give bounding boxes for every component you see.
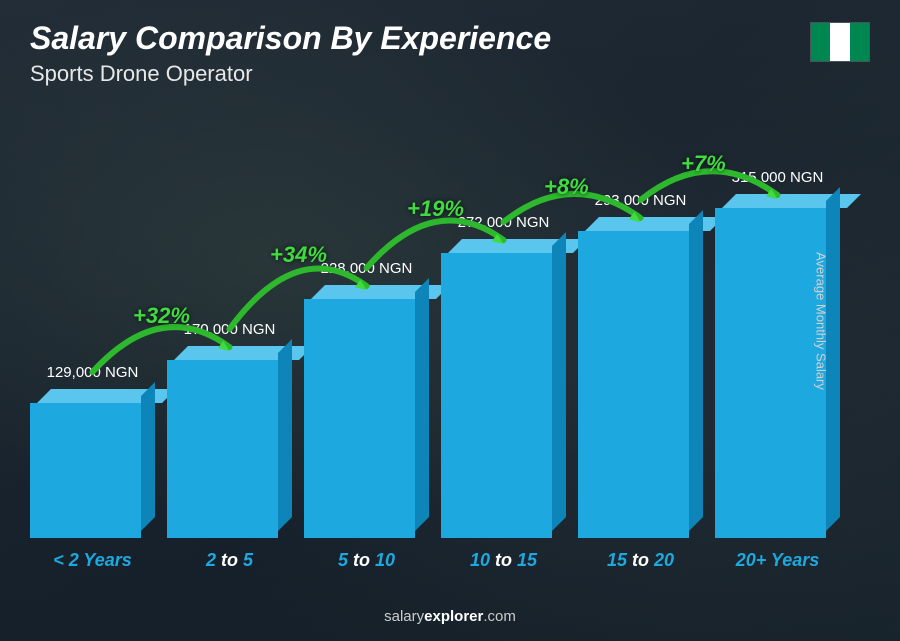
header: Salary Comparison By Experience Sports D… xyxy=(30,20,870,87)
chart-container: Salary Comparison By Experience Sports D… xyxy=(0,0,900,641)
chart-area: 129,000 NGN< 2 Years170,000 NGN2 to 5228… xyxy=(30,120,840,571)
footer-attribution: salaryexplorer.com xyxy=(0,608,900,625)
percent-change-label: +7% xyxy=(681,151,726,177)
chart-subtitle: Sports Drone Operator xyxy=(30,61,870,87)
y-axis-label: Average Monthly Salary xyxy=(814,252,829,390)
footer-brand-part1: salary xyxy=(384,608,424,625)
country-flag-nigeria xyxy=(810,22,870,62)
footer-brand-part2: explorer xyxy=(424,608,483,625)
chart-title: Salary Comparison By Experience xyxy=(30,20,870,57)
footer-domain: .com xyxy=(483,608,516,625)
flag-stripe-left xyxy=(811,23,830,61)
flag-stripe-center xyxy=(830,23,849,61)
growth-arrow-icon xyxy=(30,120,840,571)
flag-stripe-right xyxy=(850,23,869,61)
